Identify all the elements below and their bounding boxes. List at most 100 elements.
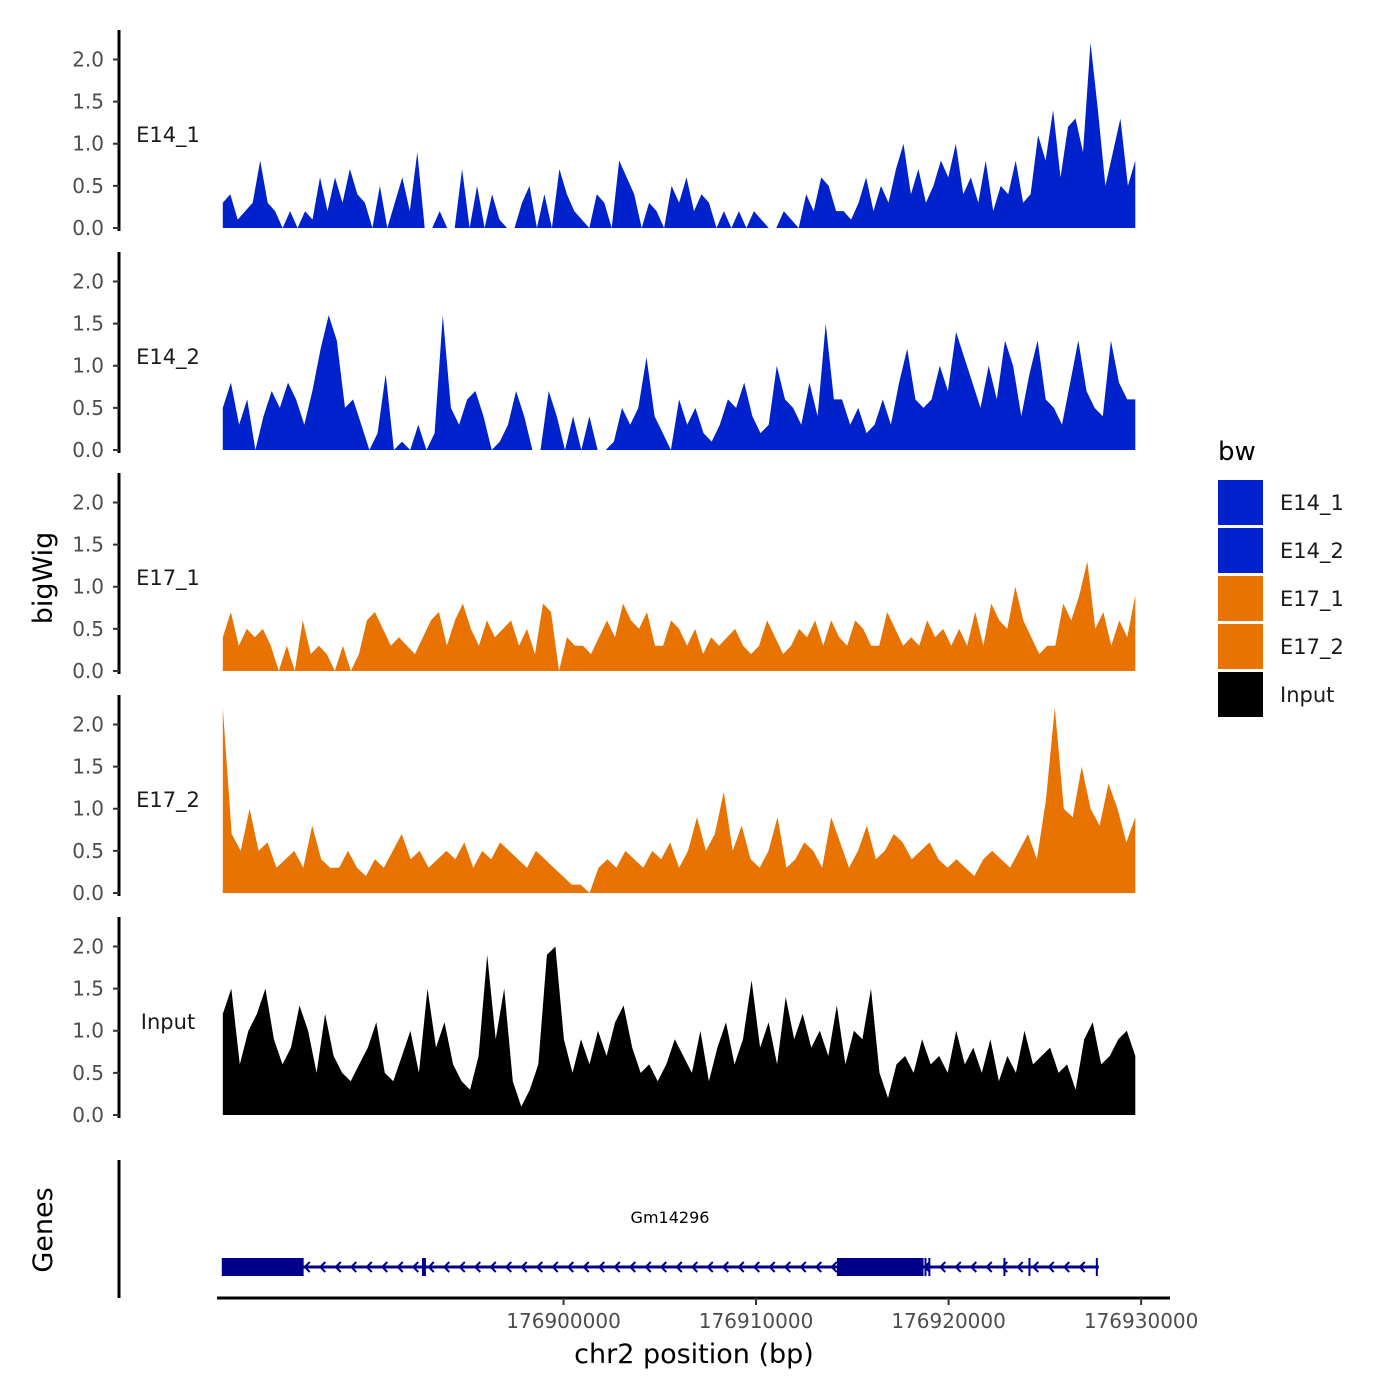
track-E14_2: 0.0 0.5 1.0 1.5 2.0 E14_2 [72, 252, 1136, 462]
x-axis: 176900000 176910000 176920000 176930000 [217, 1296, 1199, 1333]
y-tick-label: 1.0 [72, 797, 104, 821]
y-tick-label: 0.0 [72, 216, 104, 240]
strand-arrow [613, 1261, 621, 1273]
strand-arrow [597, 1261, 605, 1273]
strand-arrow [644, 1261, 652, 1273]
strand-arrow [442, 1261, 450, 1273]
strand-arrow [582, 1261, 590, 1273]
strand-arrow [566, 1261, 574, 1273]
y-tick-label: 0.0 [72, 881, 104, 905]
y-tick-label: 2.0 [72, 47, 104, 71]
strand-arrow [1062, 1261, 1070, 1273]
legend-swatch-E17_1 [1218, 576, 1263, 621]
track-label-E17_2: E17_2 [136, 788, 200, 813]
legend-title: bw [1218, 437, 1256, 467]
y-tick-label: 0.5 [72, 174, 104, 198]
gene-panel: Gm14296 [117, 1160, 1099, 1298]
strand-arrow [489, 1261, 497, 1273]
signal-area-E17_1 [222, 561, 1136, 671]
strand-arrow [458, 1261, 466, 1273]
strand-arrow [768, 1261, 776, 1273]
strand-arrow [814, 1261, 822, 1273]
track-E17_1: 0.0 0.5 1.0 1.5 2.0 E17_1 [72, 473, 1136, 683]
strand-arrow [535, 1261, 543, 1273]
track-E14_1: 0.0 0.5 1.0 1.5 2.0 E14_1 [72, 30, 1136, 240]
y-tick-label: 0.0 [72, 659, 104, 683]
y-tick-label: 0.0 [72, 1103, 104, 1127]
strand-arrow [380, 1261, 388, 1273]
strand-arrow [473, 1261, 481, 1273]
strand-arrow [504, 1261, 512, 1273]
legend-label-E17_1: E17_1 [1280, 587, 1344, 612]
strand-arrow [318, 1261, 326, 1273]
signal-area-Input [222, 946, 1136, 1115]
strand-arrow [1000, 1261, 1008, 1273]
track-label-E17_1: E17_1 [136, 566, 200, 591]
legend-swatch-E17_2 [1218, 624, 1263, 669]
strand-arrow [799, 1261, 807, 1273]
y-tick-label: 1.5 [72, 755, 104, 779]
gene-exon [836, 1258, 901, 1276]
strand-arrow [969, 1261, 977, 1273]
y-tick-label: 1.5 [72, 977, 104, 1001]
tracks-group: 0.0 0.5 1.0 1.5 2.0 E14_1 0.0 0.5 1.0 1.5 2.0 E14_2… [72, 30, 1136, 1127]
y-tick-label: 1.5 [72, 90, 104, 114]
strand-arrow [303, 1261, 311, 1273]
legend-label-Input: Input [1280, 683, 1334, 707]
strand-arrow [411, 1261, 419, 1273]
track-label-Input: Input [141, 1010, 195, 1034]
strand-arrow [659, 1261, 667, 1273]
strand-arrow [721, 1261, 729, 1273]
strand-arrow [985, 1261, 993, 1273]
y-tick-label: 0.5 [72, 839, 104, 863]
gene-name-label: Gm14296 [631, 1208, 710, 1227]
strand-arrow [349, 1261, 357, 1273]
strand-arrow [551, 1261, 559, 1273]
y-tick-label: 1.5 [72, 312, 104, 336]
y-tick-label: 2.0 [72, 712, 104, 736]
y-tick-label: 1.0 [72, 1019, 104, 1043]
x-tick-label: 176900000 [506, 1309, 621, 1333]
y-tick-label: 1.0 [72, 354, 104, 378]
y-tick-label: 1.0 [72, 132, 104, 156]
strand-arrow [954, 1261, 962, 1273]
legend-swatch-E14_1 [1218, 480, 1263, 525]
legend-label-E17_2: E17_2 [1280, 635, 1344, 660]
strand-arrow [1031, 1261, 1039, 1273]
strand-arrow [675, 1261, 683, 1273]
track-Input: 0.0 0.5 1.0 1.5 2.0 Input [72, 917, 1136, 1127]
x-tick-label: 176930000 [1084, 1309, 1199, 1333]
legend-swatch-Input [1218, 672, 1263, 717]
gene-exon [898, 1258, 924, 1276]
y-tick-label: 0.5 [72, 396, 104, 420]
y-tick-label: 0.5 [72, 1061, 104, 1085]
strand-arrow [783, 1261, 791, 1273]
signal-area-E14_1 [222, 42, 1136, 228]
legend-label-E14_2: E14_2 [1280, 539, 1344, 564]
y-tick-label: 0.5 [72, 617, 104, 641]
strand-arrow [628, 1261, 636, 1273]
strand-arrow [737, 1261, 745, 1273]
x-tick-label: 176910000 [699, 1309, 814, 1333]
strand-arrow [690, 1261, 698, 1273]
strand-arrow [1047, 1261, 1055, 1273]
strand-arrow [1078, 1261, 1086, 1273]
track-label-E14_1: E14_1 [136, 123, 200, 148]
y-tick-label: 2.0 [72, 490, 104, 514]
y-tick-label: 1.0 [72, 575, 104, 599]
signal-area-E14_2 [222, 315, 1136, 450]
y-tick-label: 2.0 [72, 269, 104, 293]
strand-arrow [830, 1261, 838, 1273]
strand-arrow [938, 1261, 946, 1273]
strand-arrow [396, 1261, 404, 1273]
strand-arrow [1016, 1261, 1024, 1273]
x-axis-title: chr2 position (bp) [574, 1339, 814, 1370]
strand-arrow [334, 1261, 342, 1273]
strand-arrow [706, 1261, 714, 1273]
legend-label-E14_1: E14_1 [1280, 491, 1344, 516]
y-tick-label: 1.5 [72, 533, 104, 557]
strand-arrow [365, 1261, 373, 1273]
y-tick-label: 2.0 [72, 934, 104, 958]
signal-area-E17_2 [222, 707, 1136, 893]
legend-swatch-E14_2 [1218, 528, 1263, 573]
